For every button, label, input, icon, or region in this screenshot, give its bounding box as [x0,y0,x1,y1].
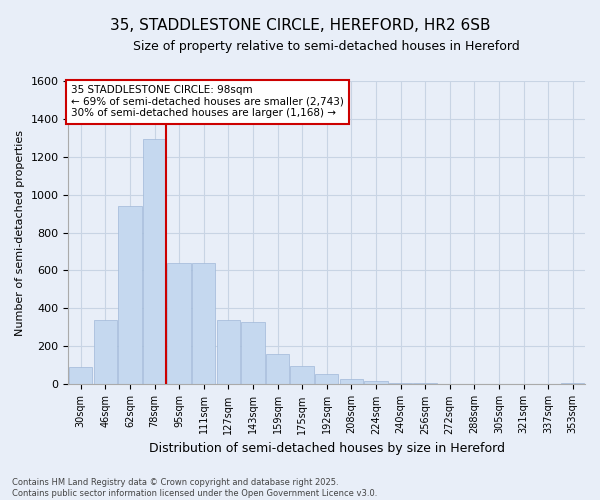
Text: Contains HM Land Registry data © Crown copyright and database right 2025.
Contai: Contains HM Land Registry data © Crown c… [12,478,377,498]
Bar [315,374,338,384]
Bar [118,206,142,384]
Bar [192,263,215,384]
Bar [94,320,117,384]
Bar [241,322,265,384]
Bar [389,382,412,384]
Bar [167,263,191,384]
Bar [340,378,363,384]
Title: Size of property relative to semi-detached houses in Hereford: Size of property relative to semi-detach… [133,40,520,53]
Bar [290,366,314,384]
X-axis label: Distribution of semi-detached houses by size in Hereford: Distribution of semi-detached houses by … [149,442,505,455]
Bar [217,320,240,384]
Bar [143,140,166,384]
Bar [364,380,388,384]
Bar [266,354,289,384]
Bar [69,368,92,384]
Text: 35, STADDLESTONE CIRCLE, HEREFORD, HR2 6SB: 35, STADDLESTONE CIRCLE, HEREFORD, HR2 6… [110,18,490,32]
Text: 35 STADDLESTONE CIRCLE: 98sqm
← 69% of semi-detached houses are smaller (2,743)
: 35 STADDLESTONE CIRCLE: 98sqm ← 69% of s… [71,85,344,118]
Y-axis label: Number of semi-detached properties: Number of semi-detached properties [15,130,25,336]
